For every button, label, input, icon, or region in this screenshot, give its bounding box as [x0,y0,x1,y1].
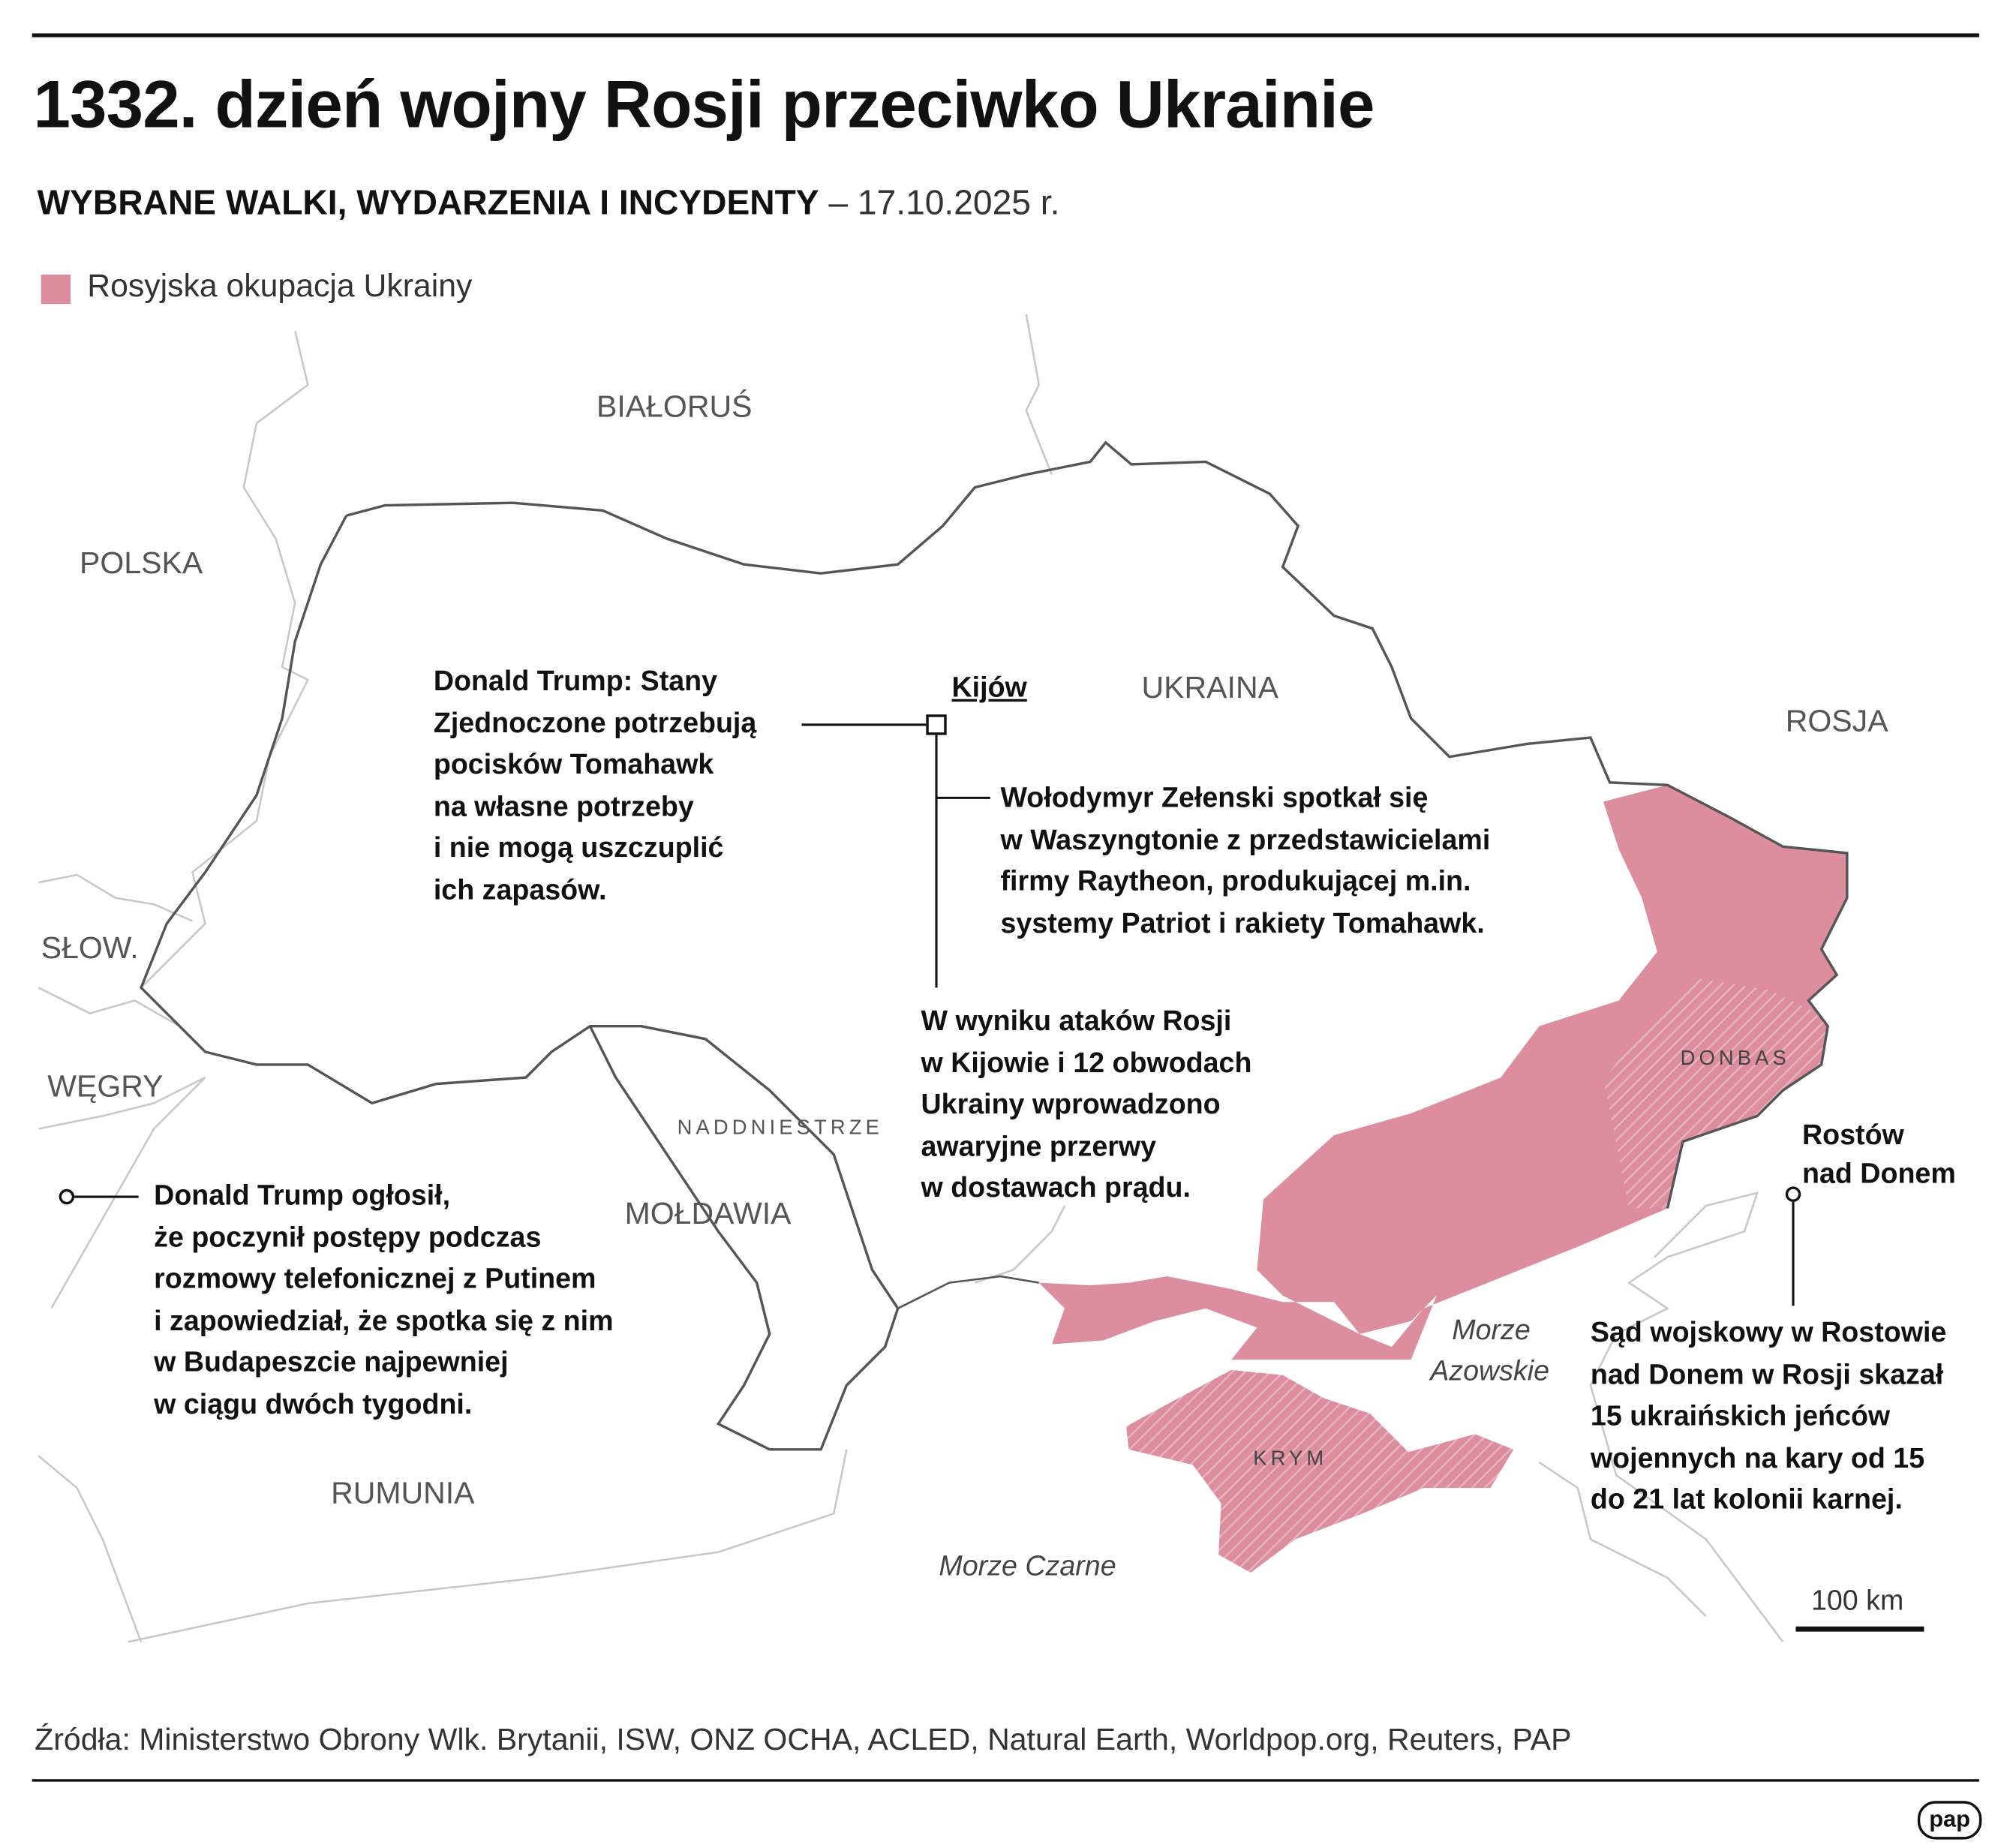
label-azov-sea-line2: Azowskie [1430,1354,1550,1387]
legend-swatch [41,274,71,305]
scale-label: 100 km [1810,1584,1904,1617]
label-transnistria: NADDNIESTRZE [677,1117,883,1140]
note-blackouts: W wyniku ataków Rosji w Kijowie i 12 obw… [921,1004,1252,1203]
note-rostov-court: Sąd wojskowy w Rostowie nad Donem w Rosj… [1590,1316,1947,1516]
label-russia: ROSJA [1785,704,1888,739]
note-trump-tomahawk: Donald Trump: Stany Zjednoczone potrzebu… [433,664,757,906]
label-kyiv: Kijów [951,671,1027,703]
note-trump-budapest: Donald Trump ogłosił, że poczynił postęp… [154,1179,614,1420]
label-ukraine: UKRAINA [1141,671,1278,706]
page-title: 1332. dzień wojny Rosji przeciwko Ukrain… [33,68,1375,143]
sources: Źródła: Ministerstwo Obrony Wlk. Brytani… [35,1722,1572,1758]
rostov-marker [1785,1186,1801,1202]
note-zelensky: Wołodymyr Zełenski spotkał się w Waszyng… [1000,781,1491,939]
crimea-area [1126,1369,1514,1573]
label-slovakia: SŁOW. [41,931,139,966]
label-donbas: DONBAS [1680,1047,1790,1070]
budapest-marker [59,1188,75,1205]
leader-lines [74,723,1795,1306]
donbas-area [1603,977,1828,1209]
label-romania: RUMUNIA [331,1476,475,1511]
subtitle-label: WYBRANE WALKI, WYDARZENIA I INCYDENTY [37,183,819,222]
subtitle: WYBRANE WALKI, WYDARZENIA I INCYDENTY – … [38,183,1060,223]
ukraine-border [346,440,1849,1209]
ukraine-south-coast [897,1275,1039,1309]
ukraine-west-border [140,515,900,1451]
label-rostov: Rostów nad Donem [1801,1118,1956,1189]
label-moldova: MOŁDAWIA [624,1197,792,1232]
bottom-rule [32,1779,1979,1782]
label-belarus: BIAŁORUŚ [596,389,753,425]
label-azov-sea-line1: Morze [1452,1313,1531,1346]
pap-logo: pap [1917,1801,1982,1840]
neighbour-borders [38,314,1784,1643]
label-poland: POLSKA [79,546,203,581]
label-hungary: WĘGRY [47,1069,164,1104]
kyiv-marker [926,714,947,735]
label-black-sea: Morze Czarne [939,1549,1116,1582]
legend-label: Rosyjska okupacja Ukrainy [87,268,473,305]
top-rule [32,33,1979,38]
subtitle-date: – 17.10.2025 r. [819,183,1060,222]
occupied-area [1038,785,1847,1360]
label-crimea: KRYM [1253,1448,1328,1471]
